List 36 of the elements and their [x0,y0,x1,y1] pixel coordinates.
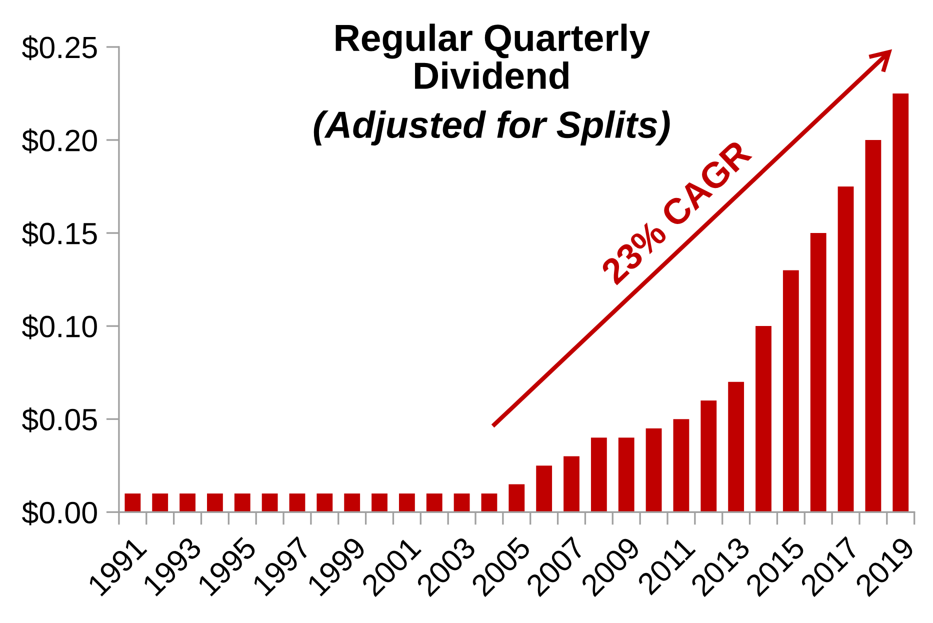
y-tick-label: $0.00 [22,500,97,526]
y-tick-label: $0.05 [22,408,97,432]
bar [372,494,388,512]
bar [564,456,580,512]
chart-title: Regular Quarterly Dividend [336,24,650,90]
bar [289,494,306,512]
bar [262,494,278,512]
bar [838,186,854,512]
bar [700,400,717,512]
bar [892,93,909,512]
bar [673,419,690,512]
bar [316,494,333,512]
bar [618,438,634,512]
bar [481,494,498,512]
bar [180,494,196,512]
bar [152,494,168,512]
y-tick-label: $0.20 [22,128,97,154]
bar [426,494,442,512]
bar [207,494,223,512]
bar [728,382,744,512]
y-tick-label: $0.10 [22,314,97,340]
bar [782,270,799,512]
bar [810,233,826,512]
bar [536,466,552,512]
bar [865,140,882,512]
bar [756,326,772,512]
y-tick-label: $0.25 [22,35,97,60]
bar [234,494,250,512]
bar [398,494,415,512]
bar [454,494,470,512]
y-tick-label: $0.15 [22,221,97,246]
bar [590,438,607,512]
bar [124,494,141,512]
bar [646,428,662,512]
bar [344,494,360,512]
bar [508,484,525,512]
